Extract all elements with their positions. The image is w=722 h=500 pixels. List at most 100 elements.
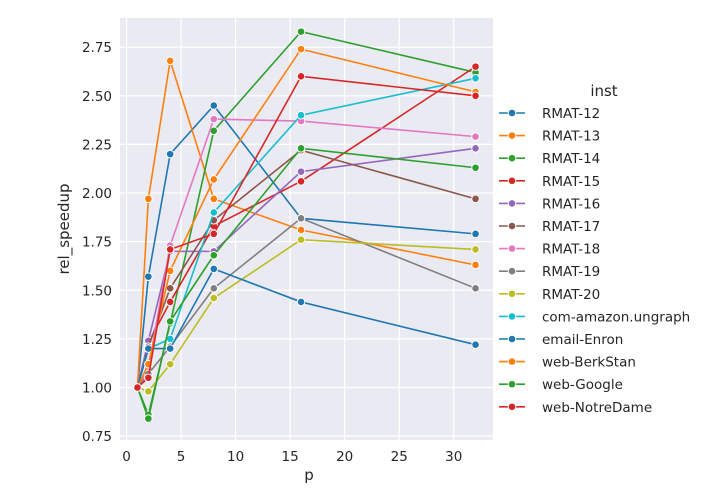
data-point xyxy=(471,229,480,239)
data-point xyxy=(471,245,480,254)
data-point xyxy=(165,245,175,254)
data-point xyxy=(133,383,142,392)
data-point xyxy=(209,101,219,110)
series-web-notredame xyxy=(133,72,480,392)
data-point xyxy=(296,110,306,120)
legend-item: email-Enron xyxy=(499,332,623,348)
data-point xyxy=(296,235,306,244)
series-line xyxy=(136,30,476,418)
legend-item: RMAT-13 xyxy=(499,129,600,145)
x-tick-label: 5 xyxy=(177,449,186,465)
legend-swatch-marker xyxy=(507,312,517,321)
y-tick-label: 1.75 xyxy=(82,235,112,251)
legend: RMAT-12 RMAT-13 RMAT-14 RMAT-15 RMAT-16 RMAT-… xyxy=(499,106,690,416)
data-point xyxy=(209,175,219,184)
data-point xyxy=(296,44,306,54)
legend-swatch-marker xyxy=(507,266,517,276)
series-line xyxy=(136,60,476,388)
data-point xyxy=(209,264,219,274)
data-point xyxy=(165,317,175,326)
x-tick-label: 10 xyxy=(227,449,244,465)
data-point xyxy=(296,225,306,235)
data-point xyxy=(296,177,306,186)
legend-item: com-amazon.ungraph xyxy=(499,309,690,325)
legend-label: email-Enron xyxy=(542,332,623,348)
legend-item: RMAT-17 xyxy=(499,219,600,235)
legend-swatch-marker xyxy=(507,357,517,366)
data-point xyxy=(144,414,153,423)
legend-label: RMAT-18 xyxy=(542,242,600,258)
data-point xyxy=(165,297,175,307)
data-point xyxy=(296,214,306,223)
data-point xyxy=(296,167,306,176)
data-point xyxy=(471,163,480,173)
legend-label: RMAT-16 xyxy=(542,196,600,212)
series-email-enron xyxy=(133,264,480,392)
series-line xyxy=(136,267,476,388)
x-axis-label: p xyxy=(304,466,314,484)
legend-swatch-marker xyxy=(507,153,517,163)
y-tick-label: 2.50 xyxy=(82,89,112,105)
legend-label: com-amazon.ungraph xyxy=(542,309,690,325)
series-web-google xyxy=(133,143,480,423)
data-point xyxy=(296,72,306,81)
data-point xyxy=(471,340,480,350)
legend-item: RMAT-12 xyxy=(499,106,600,122)
x-tick-label: 30 xyxy=(445,449,462,465)
data-point xyxy=(165,359,175,369)
legend-label: RMAT-14 xyxy=(542,151,600,167)
legend-swatch-marker xyxy=(507,131,517,140)
data-point xyxy=(471,284,480,293)
data-point xyxy=(165,56,175,66)
data-point xyxy=(471,91,480,101)
legend-item: RMAT-15 xyxy=(499,174,600,190)
legend-item: RMAT-19 xyxy=(499,264,600,280)
data-point xyxy=(209,208,219,217)
legend-item: web-Google xyxy=(499,377,623,393)
data-point xyxy=(296,143,306,153)
legend-swatch-marker xyxy=(507,379,517,389)
data-point xyxy=(144,272,153,281)
data-point xyxy=(209,194,219,204)
data-point xyxy=(165,344,175,353)
x-tick-label: 20 xyxy=(336,449,353,465)
data-point xyxy=(209,293,219,303)
legend-swatch-marker xyxy=(507,244,517,253)
series-lines xyxy=(133,27,480,423)
y-tick-label: 1.00 xyxy=(82,380,112,396)
data-point xyxy=(471,62,480,71)
data-point xyxy=(209,284,219,293)
data-point xyxy=(209,229,219,239)
legend-label: web-NotreDame xyxy=(542,400,652,416)
legend-label: RMAT-12 xyxy=(542,106,600,122)
x-tick-label: 0 xyxy=(122,449,131,465)
y-axis-label: rel_speedup xyxy=(55,183,74,274)
legend-label: web-Google xyxy=(542,377,623,393)
data-point xyxy=(471,132,480,141)
data-point xyxy=(144,387,153,396)
legend-swatch-marker xyxy=(507,108,517,118)
series-line xyxy=(136,147,476,422)
legend-swatch-marker xyxy=(507,221,517,231)
x-tick-label: 15 xyxy=(282,449,299,465)
legend-swatch-marker xyxy=(507,199,517,208)
legend-item: RMAT-16 xyxy=(499,196,600,212)
x-tick-labels: 0 5 10 15 20 25 30 xyxy=(122,449,462,465)
legend-item: RMAT-18 xyxy=(499,242,600,258)
y-tick-label: 2.75 xyxy=(82,40,112,56)
legend-label: RMAT-20 xyxy=(542,287,600,303)
legend-swatch-marker xyxy=(507,289,517,299)
data-point xyxy=(471,194,480,204)
y-tick-label: 2.25 xyxy=(82,137,112,153)
legend-item: RMAT-14 xyxy=(499,151,600,167)
data-point xyxy=(471,73,480,83)
legend-label: web-BerkStan xyxy=(542,355,636,371)
y-tick-label: 0.75 xyxy=(82,429,112,445)
y-tick-label: 1.50 xyxy=(82,283,112,299)
y-tick-labels: 0.75 1.00 1.25 1.50 1.75 2.00 2.25 2.50 2.75 xyxy=(82,40,112,445)
legend-swatch-marker xyxy=(507,402,517,412)
legend-item: web-NotreDame xyxy=(499,400,652,416)
legend-label: RMAT-19 xyxy=(542,264,600,280)
y-tick-label: 1.25 xyxy=(82,332,112,348)
